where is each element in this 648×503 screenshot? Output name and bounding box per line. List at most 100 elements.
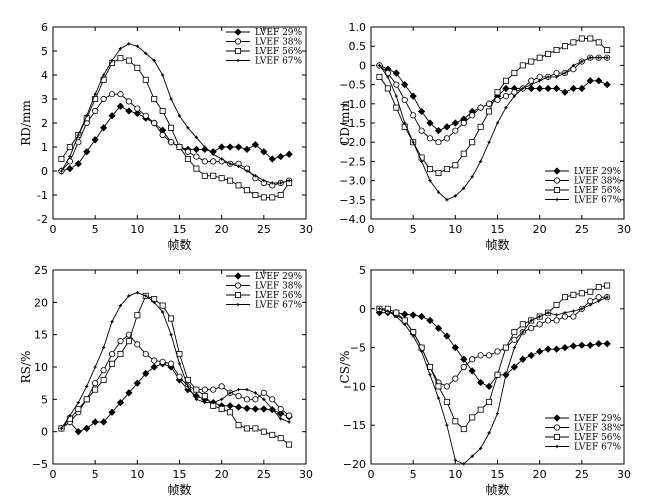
legend-marker [234, 28, 242, 36]
data-point [243, 187, 250, 194]
data-point [144, 294, 148, 298]
series-4 [377, 56, 609, 202]
y-tick-label: 0 [41, 165, 48, 178]
data-point [108, 350, 116, 358]
data-point [386, 309, 390, 313]
y-axis-label: CD/mm [338, 100, 352, 146]
data-point [159, 108, 166, 115]
data-point [469, 112, 476, 119]
data-point [117, 91, 124, 98]
x-axis-label: 帧数 [167, 482, 191, 497]
x-tick-label: 25 [257, 223, 271, 236]
data-point [428, 373, 432, 377]
data-point [561, 343, 569, 352]
data-point [194, 397, 198, 401]
legend-marker [553, 167, 561, 175]
series-1 [375, 309, 611, 391]
y-tick-label: −1.0 [339, 98, 366, 111]
data-point [403, 121, 407, 125]
data-point [159, 302, 166, 309]
series-line [379, 285, 608, 430]
data-point [251, 405, 260, 413]
data-point [605, 295, 609, 299]
data-point [595, 77, 603, 85]
data-point [110, 59, 114, 63]
data-point [218, 175, 225, 182]
legend-entry: LVEF 67% [545, 196, 622, 206]
data-point [142, 112, 149, 119]
data-point [436, 396, 441, 400]
series-3 [58, 55, 293, 201]
y-axis-label: CS/% [338, 351, 352, 384]
data-point [470, 454, 474, 458]
data-point [553, 301, 560, 308]
data-point [134, 312, 141, 319]
data-point [133, 379, 141, 387]
data-point [117, 338, 124, 345]
series-2 [376, 294, 611, 390]
data-point [494, 348, 501, 355]
data-point [277, 191, 284, 198]
legend-entry: LVEF 56% [545, 433, 622, 443]
data-point [210, 158, 217, 165]
x-tick-label: 30 [617, 468, 631, 481]
data-point [485, 352, 493, 359]
data-point [552, 84, 561, 93]
data-point [167, 139, 175, 146]
data-point [285, 150, 293, 158]
y-tick-label: 4 [41, 69, 48, 82]
data-point [554, 75, 559, 79]
legend-marker [234, 48, 241, 55]
data-point [452, 418, 459, 425]
legend-marker [554, 186, 561, 193]
x-tick-label: 20 [533, 468, 547, 481]
data-point [234, 143, 243, 151]
data-point [409, 92, 417, 100]
data-point [546, 75, 550, 79]
y-tick-label: −3.5 [339, 194, 366, 207]
data-point [269, 194, 276, 201]
data-point [595, 340, 603, 348]
legend-entry: LVEF 67% [545, 443, 622, 453]
data-point [159, 131, 166, 139]
x-tick-label: 20 [215, 468, 229, 481]
data-point [127, 42, 131, 46]
data-point [426, 316, 434, 325]
data-point [443, 332, 451, 340]
series-line [379, 38, 608, 174]
data-point [386, 75, 390, 79]
data-point [409, 311, 417, 319]
x-tick-label: 20 [533, 223, 547, 236]
data-point [135, 44, 139, 48]
data-point [479, 446, 483, 451]
data-point [93, 92, 97, 96]
data-point [125, 107, 133, 115]
data-point [434, 127, 443, 135]
legend-entry: LVEF 29% [226, 272, 303, 282]
data-point [262, 397, 266, 401]
series-1 [375, 61, 611, 135]
y-tick-label: -2 [37, 213, 48, 226]
x-tick-label: 15 [491, 223, 505, 236]
data-point [393, 81, 400, 88]
y-tick-label: −2.0 [339, 136, 366, 149]
data-point [100, 95, 107, 103]
data-point [277, 409, 285, 418]
data-point [91, 418, 99, 426]
data-point [578, 84, 586, 93]
data-point [218, 143, 226, 151]
y-tick-label: 5 [41, 45, 48, 58]
data-point [85, 114, 89, 118]
data-point [538, 314, 542, 319]
y-tick-label: −20 [343, 458, 366, 471]
data-point [443, 166, 450, 173]
legend-label: LVEF 56% [255, 291, 303, 301]
data-point [595, 294, 602, 301]
data-point [504, 373, 508, 377]
x-tick-label: 15 [173, 223, 187, 236]
data-point [193, 386, 200, 393]
data-point [563, 311, 567, 315]
data-point [495, 121, 500, 125]
legend-label: LVEF 56% [574, 186, 622, 196]
data-point [588, 303, 592, 307]
